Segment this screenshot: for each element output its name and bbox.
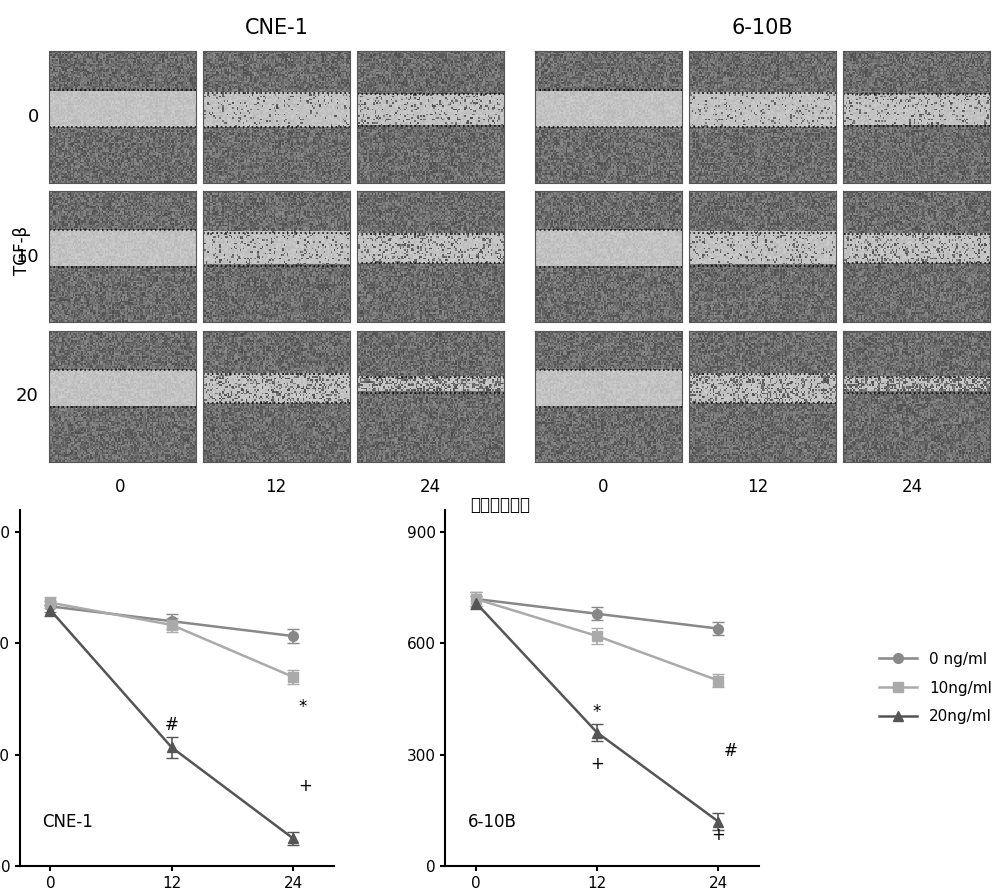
Text: 0: 0 <box>598 478 608 496</box>
Text: +: + <box>298 778 312 796</box>
Text: 10: 10 <box>16 247 39 265</box>
Text: 12: 12 <box>265 478 286 496</box>
Text: *: * <box>593 704 601 722</box>
Text: CNE-1: CNE-1 <box>244 18 308 38</box>
Text: CNE-1: CNE-1 <box>42 813 93 830</box>
Text: 0: 0 <box>115 478 126 496</box>
Text: TGF-β: TGF-β <box>13 225 31 275</box>
Text: 时间（小时）: 时间（小时） <box>470 496 530 513</box>
Text: 6-10B: 6-10B <box>467 813 516 830</box>
Text: 12: 12 <box>747 478 769 496</box>
Text: 20: 20 <box>16 388 39 405</box>
Text: +: + <box>712 826 725 844</box>
Text: *: * <box>298 697 306 715</box>
Text: #: # <box>724 742 737 760</box>
Text: 24: 24 <box>419 478 441 496</box>
Text: 0: 0 <box>27 108 39 126</box>
Text: +: + <box>590 755 604 773</box>
Text: 24: 24 <box>902 478 923 496</box>
Legend: 0 ng/ml, 10ng/ml, 20ng/ml: 0 ng/ml, 10ng/ml, 20ng/ml <box>879 652 992 724</box>
Text: 6-10B: 6-10B <box>732 18 793 38</box>
Text: #: # <box>165 716 179 734</box>
